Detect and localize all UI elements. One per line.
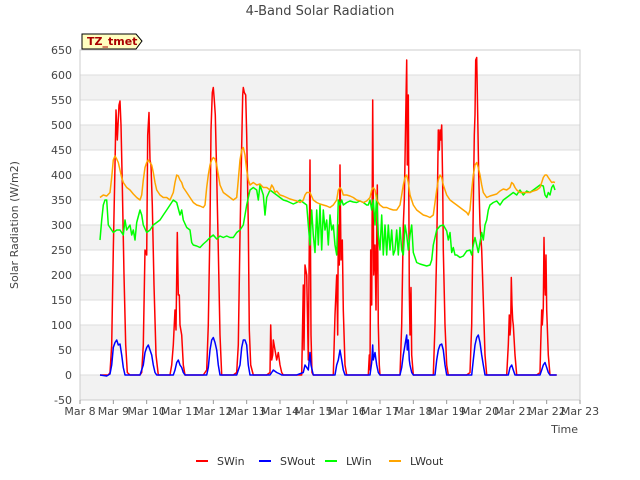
- x-tick-label: Mar 17: [361, 405, 399, 418]
- y-tick-label: 250: [51, 244, 72, 257]
- y-tick-label: 650: [51, 44, 72, 57]
- chart-title: 4-Band Solar Radiation: [246, 4, 395, 19]
- y-tick-label: -50: [54, 394, 72, 407]
- y-tick-label: 300: [51, 219, 72, 232]
- plot-band: [80, 175, 580, 200]
- legend: SWin SWout LWin LWout: [196, 455, 444, 468]
- y-tick-label: 0: [65, 369, 72, 382]
- plot-band: [80, 325, 580, 350]
- y-tick-label: 400: [51, 169, 72, 182]
- x-tick-label: Mar 13: [228, 405, 266, 418]
- plot-band: [80, 75, 580, 100]
- x-tick-label: Mar 21: [494, 405, 532, 418]
- y-tick-label: 100: [51, 319, 72, 332]
- x-tick-label: Mar 9: [98, 405, 129, 418]
- legend-label-swout: SWout: [280, 455, 316, 468]
- plot-frame: [79, 49, 581, 401]
- y-axis-title: Solar Radiation (W/m2): [8, 161, 21, 289]
- y-tick-label: 600: [51, 69, 72, 82]
- x-tick-label: Mar 20: [461, 405, 499, 418]
- x-tick-label: Mar 19: [428, 405, 466, 418]
- plot-band: [80, 375, 580, 400]
- plot-band: [80, 275, 580, 300]
- x-tick-label: Mar 10: [128, 405, 166, 418]
- x-tick-label: Mar 18: [394, 405, 432, 418]
- x-tick-label: Mar 15: [294, 405, 332, 418]
- x-tick-label: Mar 14: [261, 405, 299, 418]
- y-axis-ticks: -50 0 50 100 150 200 250 300 350 400 450 500 550 600 6…: [51, 44, 72, 407]
- tz-badge-label: TZ_tmet: [87, 35, 137, 48]
- x-tick-label: Mar 12: [194, 405, 232, 418]
- legend-label-swin: SWin: [217, 455, 245, 468]
- x-tick-label: Mar 8: [64, 405, 95, 418]
- y-tick-label: 350: [51, 194, 72, 207]
- legend-label-lwin: LWin: [346, 455, 372, 468]
- tz-badge-box: [81, 33, 143, 50]
- y-tick-label: 150: [51, 294, 72, 307]
- series-line-lwin: [99, 184, 556, 267]
- y-tick-label: 550: [51, 94, 72, 107]
- y-tick-label: 200: [51, 269, 72, 282]
- x-tick-label: Mar 23: [561, 405, 599, 418]
- y-tick-label: 450: [51, 144, 72, 157]
- plot-band: [80, 225, 580, 250]
- series-layer: [99, 56, 557, 377]
- series-line-swin: [100, 56, 557, 376]
- y-tick-label: 500: [51, 119, 72, 132]
- series-line-swout: [99, 334, 557, 377]
- x-tick-label: Mar 16: [328, 405, 366, 418]
- y-tick-label: 50: [58, 344, 72, 357]
- x-tick-label: Mar 11: [161, 405, 199, 418]
- plot-band: [80, 125, 580, 150]
- x-axis-title: Time: [550, 423, 578, 436]
- tz-badge: TZ_tmet: [81, 33, 143, 50]
- x-tick-label: Mar 22: [528, 405, 566, 418]
- series-line-lwout: [99, 146, 556, 219]
- legend-label-lwout: LWout: [410, 455, 444, 468]
